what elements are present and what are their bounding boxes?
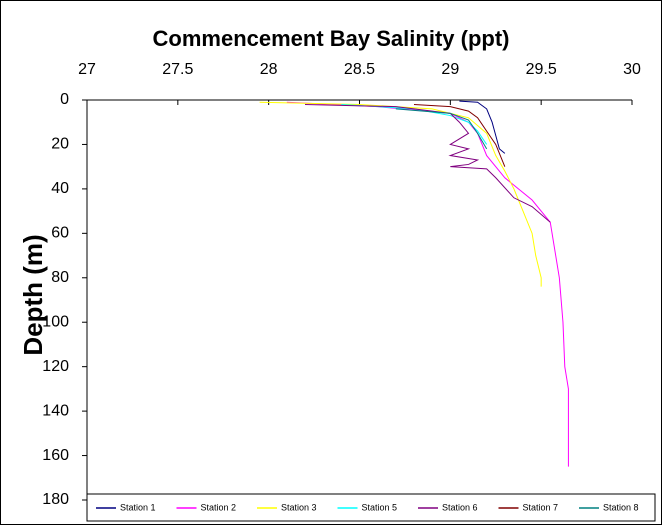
x-tick-label: 28.5 (344, 61, 375, 78)
x-tick-label: 29 (441, 61, 459, 78)
series-line (341, 103, 488, 145)
x-tick-label: 27.5 (162, 61, 193, 78)
y-tick-label: 120 (42, 358, 69, 375)
y-tick-label: 80 (51, 269, 69, 286)
legend-label: Station 1 (120, 502, 156, 512)
y-tick-label: 100 (42, 313, 69, 330)
legend-label: Station 6 (442, 502, 478, 512)
x-tick-label: 27 (78, 61, 96, 78)
legend-label: Station 8 (603, 502, 639, 512)
x-tick-label: 29.5 (526, 61, 557, 78)
chart-title: Commencement Bay Salinity (ppt) (153, 26, 510, 51)
legend-label: Station 3 (281, 502, 317, 512)
y-tick-label: 20 (51, 136, 69, 153)
legend-label: Station 5 (362, 502, 398, 512)
y-tick-label: 140 (42, 402, 69, 419)
y-tick-label: 40 (51, 180, 69, 197)
y-tick-label: 180 (42, 491, 69, 508)
legend-label: Station 7 (523, 502, 559, 512)
y-tick-label: 0 (60, 91, 69, 108)
series-line (459, 100, 506, 154)
x-tick-label: 30 (623, 61, 641, 78)
y-tick-label: 160 (42, 447, 69, 464)
y-axis-label: Depth (m) (18, 234, 48, 355)
series-line (304, 103, 551, 223)
series-line (395, 108, 488, 150)
x-tick-label: 28 (260, 61, 278, 78)
y-tick-label: 60 (51, 225, 69, 242)
legend-label: Station 2 (201, 502, 237, 512)
series-line (286, 101, 569, 467)
series-line (259, 101, 542, 287)
series-line (413, 103, 506, 167)
